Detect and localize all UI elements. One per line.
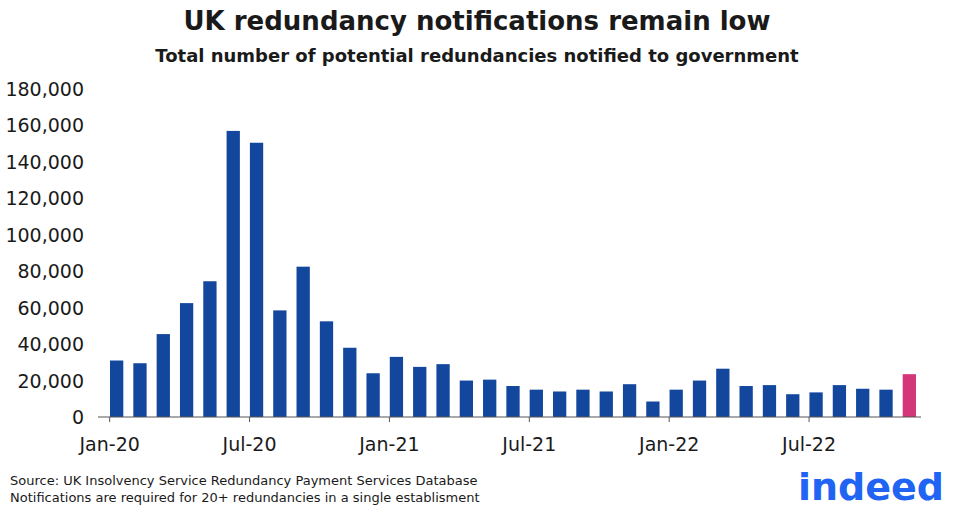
y-tick bbox=[88, 161, 92, 162]
x-tick-label: Jul-20 bbox=[222, 433, 277, 455]
bar bbox=[297, 267, 310, 417]
bar bbox=[390, 357, 403, 417]
x-tick bbox=[529, 417, 530, 422]
x-tick-label: Jul-22 bbox=[781, 433, 836, 455]
y-tick-label: 20,000 bbox=[18, 370, 84, 392]
x-tick bbox=[389, 417, 390, 422]
source-note: Notifications are required for 20+ redun… bbox=[10, 490, 480, 505]
bar bbox=[460, 381, 473, 417]
bar bbox=[646, 402, 659, 417]
bar bbox=[436, 364, 449, 417]
y-tick-label: 40,000 bbox=[18, 333, 84, 355]
bar bbox=[600, 391, 613, 417]
bar bbox=[273, 310, 286, 417]
x-tick-label: Jan-20 bbox=[78, 433, 139, 455]
bar bbox=[250, 143, 263, 417]
bar bbox=[180, 303, 193, 417]
bar bbox=[530, 390, 543, 417]
bar bbox=[110, 361, 123, 417]
y-tick-label: 100,000 bbox=[5, 224, 84, 246]
y-tick-label: 60,000 bbox=[18, 297, 84, 319]
subtitle: Total number of potential redundancies n… bbox=[155, 45, 799, 66]
y-tick bbox=[88, 271, 92, 272]
x-tick bbox=[109, 417, 110, 422]
bar bbox=[413, 367, 426, 417]
x-axis: Jan-20 Jul-20 Jan-21 Jul-21 Jan-22 Jul-22 bbox=[78, 417, 836, 455]
bar bbox=[693, 381, 706, 417]
bar bbox=[343, 348, 356, 417]
logo: indeed bbox=[798, 465, 944, 509]
x-tick-label: Jul-21 bbox=[501, 433, 556, 455]
bar bbox=[809, 392, 822, 417]
x-tick bbox=[669, 417, 670, 422]
y-tick-label: 140,000 bbox=[5, 151, 84, 173]
y-tick bbox=[88, 344, 92, 345]
bar bbox=[576, 390, 589, 417]
bar bbox=[483, 380, 496, 417]
bars bbox=[110, 131, 916, 417]
bar bbox=[553, 391, 566, 417]
bar bbox=[856, 389, 869, 417]
bar bbox=[879, 390, 892, 417]
y-tick bbox=[88, 307, 92, 308]
y-tick bbox=[88, 89, 92, 90]
y-axis: 0 20,000 40,000 60,000 80,000 100,000 120,000 1… bbox=[5, 78, 92, 428]
bar bbox=[623, 384, 636, 417]
bar bbox=[903, 374, 916, 417]
y-tick-label: 160,000 bbox=[5, 114, 84, 136]
y-tick bbox=[88, 417, 92, 418]
y-tick bbox=[88, 198, 92, 199]
y-tick-label: 120,000 bbox=[5, 187, 84, 209]
bar bbox=[366, 373, 379, 417]
x-tick-label: Jan-21 bbox=[358, 433, 419, 455]
title: UK redundancy notifications remain low bbox=[183, 6, 770, 36]
bar bbox=[506, 386, 519, 417]
chart: UK redundancy notifications remain low To… bbox=[0, 0, 954, 510]
source-note: Source: UK Insolvency Service Redundancy… bbox=[10, 473, 477, 488]
x-tick-label: Jan-22 bbox=[638, 433, 699, 455]
bar bbox=[203, 281, 216, 417]
bar bbox=[227, 131, 240, 417]
bar bbox=[133, 363, 146, 417]
bar bbox=[716, 369, 729, 417]
bar bbox=[670, 390, 683, 417]
y-tick-label: 80,000 bbox=[18, 260, 84, 282]
y-tick-label: 0 bbox=[72, 406, 84, 428]
bar bbox=[763, 385, 776, 417]
x-tick bbox=[249, 417, 250, 422]
y-tick bbox=[88, 234, 92, 235]
bar bbox=[320, 321, 333, 417]
x-tick bbox=[809, 417, 810, 422]
y-tick bbox=[88, 125, 92, 126]
y-tick-label: 180,000 bbox=[5, 78, 84, 100]
bar bbox=[833, 385, 846, 417]
bar bbox=[786, 394, 799, 417]
y-tick bbox=[88, 380, 92, 381]
x-axis-line bbox=[98, 416, 921, 417]
bar bbox=[157, 334, 170, 417]
bar bbox=[739, 386, 752, 417]
